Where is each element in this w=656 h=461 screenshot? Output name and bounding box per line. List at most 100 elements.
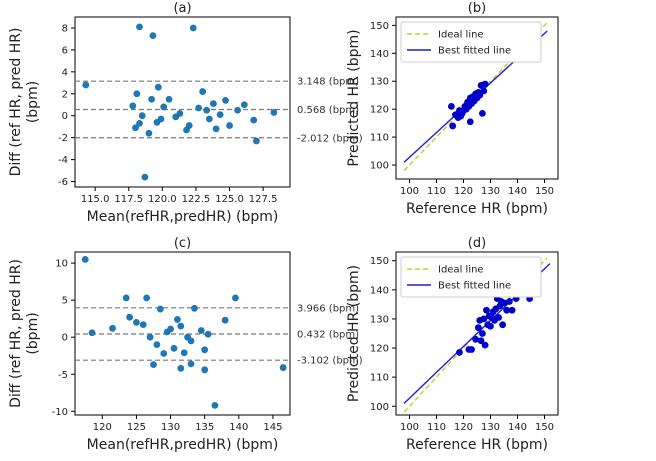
data-point bbox=[477, 337, 485, 345]
data-point bbox=[487, 322, 494, 330]
data-point bbox=[481, 341, 489, 349]
data-point bbox=[143, 294, 151, 302]
panel-title: (a) bbox=[173, 1, 191, 16]
data-point bbox=[279, 364, 287, 371]
data-point bbox=[222, 96, 229, 104]
x-tick-label: 100 bbox=[400, 186, 419, 197]
data-point bbox=[139, 321, 147, 329]
y-axis-label: Predicted HR (bpm) bbox=[346, 29, 362, 166]
panel-d: (d) 100 110 120 130 140 150 100 110 120 130 140 150 R… bbox=[346, 236, 559, 453]
data-point bbox=[177, 364, 185, 372]
data-point bbox=[129, 102, 137, 110]
data-point bbox=[199, 88, 207, 95]
y-tick-label: 120 bbox=[370, 105, 389, 116]
data-point bbox=[210, 100, 217, 108]
panel-title: (d) bbox=[468, 236, 486, 251]
x-tick-label: 100 bbox=[400, 422, 419, 433]
data-point bbox=[146, 333, 154, 341]
data-point bbox=[466, 118, 474, 126]
legend-entry: Best fitted line bbox=[438, 281, 511, 292]
y-tick-label: 100 bbox=[370, 161, 389, 172]
x-tick-label: 140 bbox=[508, 422, 527, 433]
reference-line-label: 0.568 (bpm) bbox=[297, 105, 359, 116]
y-tick-label: -4 bbox=[58, 155, 68, 166]
x-tick-label: 110 bbox=[427, 422, 446, 433]
data-point bbox=[165, 95, 173, 103]
data-point bbox=[136, 119, 143, 127]
y-tick-label: 100 bbox=[370, 402, 389, 413]
y-axis-label: Diff (ref HR, pred HR)(bpm) bbox=[8, 28, 41, 177]
data-point bbox=[197, 327, 205, 334]
x-tick-label: 120.0 bbox=[148, 194, 177, 205]
y-tick-label: -6 bbox=[58, 177, 68, 188]
y-axis-label-line: Diff (ref HR, pred HR) bbox=[8, 259, 24, 408]
data-point bbox=[240, 101, 248, 109]
y-tick-label: 110 bbox=[370, 133, 389, 144]
data-point bbox=[191, 304, 198, 312]
data-point bbox=[203, 106, 211, 114]
axes-frame bbox=[395, 251, 559, 416]
legend-entry: Ideal line bbox=[438, 30, 484, 41]
x-tick-label: 135 bbox=[195, 422, 214, 433]
data-point bbox=[173, 316, 181, 323]
data-point bbox=[170, 344, 178, 352]
y-axis-label-line: (bpm) bbox=[25, 81, 41, 123]
y-tick-label: -2 bbox=[58, 133, 68, 144]
data-point bbox=[167, 325, 174, 333]
y-tick-label: 120 bbox=[370, 344, 389, 355]
data-point bbox=[447, 102, 455, 110]
axes-frame bbox=[74, 16, 291, 188]
y-axis-label: Diff (ref HR, pred HR)(bpm) bbox=[8, 259, 41, 408]
x-tick-label: 122.5 bbox=[182, 194, 211, 205]
data-point bbox=[160, 350, 168, 357]
data-point bbox=[506, 298, 513, 305]
data-point bbox=[189, 24, 197, 32]
data-point bbox=[234, 106, 241, 114]
data-point bbox=[204, 330, 212, 338]
y-axis-label-line: Predicted HR (bpm) bbox=[346, 29, 362, 166]
data-point bbox=[479, 109, 486, 117]
data-point bbox=[468, 346, 475, 353]
data-point bbox=[216, 111, 224, 119]
data-point bbox=[187, 337, 195, 345]
y-tick-label: 10 bbox=[55, 259, 68, 270]
reference-line-label: -3.102 (bpm) bbox=[297, 356, 363, 367]
y-axis-label-line: Diff (ref HR, pred HR) bbox=[8, 28, 24, 177]
x-tick-label: 140 bbox=[229, 422, 248, 433]
data-point bbox=[503, 306, 511, 314]
legend-box bbox=[400, 21, 542, 63]
data-point bbox=[154, 83, 162, 91]
data-point bbox=[145, 129, 153, 137]
data-point bbox=[201, 366, 209, 374]
data-point bbox=[126, 313, 134, 321]
data-point bbox=[153, 118, 161, 126]
data-point bbox=[133, 90, 141, 98]
data-point bbox=[81, 256, 89, 263]
x-tick-label: 150 bbox=[535, 186, 554, 197]
y-axis-label-line: Predicted HR (bpm) bbox=[346, 265, 362, 402]
y-tick-label: 140 bbox=[370, 285, 389, 296]
x-tick-label: 130 bbox=[481, 186, 500, 197]
y-tick-label: 0 bbox=[62, 111, 68, 122]
y-tick-label: 0 bbox=[62, 333, 68, 344]
y-axis-label-line: (bpm) bbox=[25, 312, 41, 354]
data-point bbox=[160, 103, 168, 111]
y-tick-label: 150 bbox=[370, 21, 389, 32]
data-point bbox=[476, 91, 484, 99]
data-point bbox=[122, 294, 130, 302]
data-point bbox=[253, 137, 260, 145]
y-tick-label: 140 bbox=[370, 49, 389, 60]
data-point bbox=[141, 173, 149, 181]
data-point bbox=[508, 306, 516, 314]
data-point bbox=[480, 315, 488, 323]
data-point bbox=[176, 110, 184, 117]
y-tick-label: 130 bbox=[370, 314, 389, 325]
panel-title: (b) bbox=[468, 1, 486, 16]
legend-box bbox=[400, 256, 542, 298]
data-point bbox=[226, 122, 233, 129]
data-point bbox=[205, 115, 213, 123]
data-point bbox=[456, 349, 463, 356]
data-point bbox=[449, 122, 457, 130]
y-axis-label: Predicted HR (bpm) bbox=[346, 265, 362, 402]
data-point bbox=[499, 321, 507, 329]
